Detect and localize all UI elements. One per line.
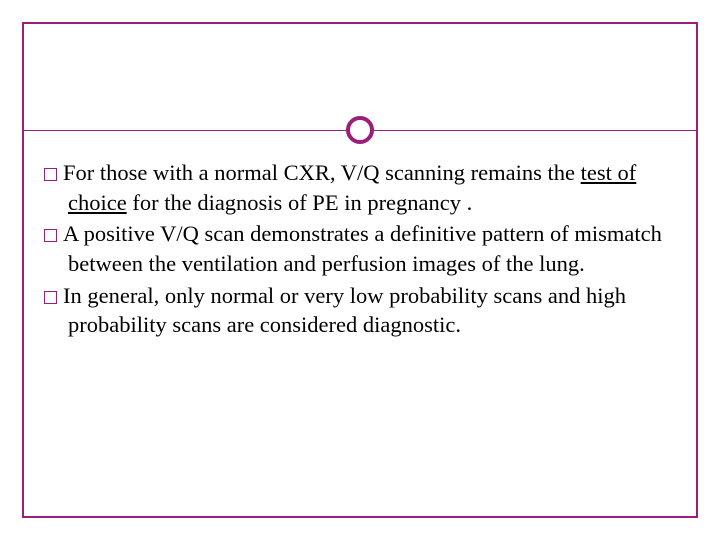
bullet-icon xyxy=(44,168,57,181)
slide: For those with a normal CXR, V/Q scannin… xyxy=(0,0,720,540)
list-item: A positive V/Q scan demonstrates a defin… xyxy=(44,219,676,278)
circle-ornament xyxy=(346,116,374,144)
bullet-text-prefix: For those with a normal CXR, V/Q scannin… xyxy=(63,160,581,185)
bullet-text-suffix: for the diagnosis of PE in pregnancy . xyxy=(127,190,473,215)
bullet-icon xyxy=(44,291,57,304)
list-item: In general, only normal or very low prob… xyxy=(44,281,676,340)
bullet-text-prefix: In general, only normal or very low prob… xyxy=(63,283,626,338)
bullet-text-prefix: A positive V/Q scan demonstrates a defin… xyxy=(63,221,662,276)
bullet-icon xyxy=(44,229,57,242)
list-item: For those with a normal CXR, V/Q scannin… xyxy=(44,158,676,217)
content-area: For those with a normal CXR, V/Q scannin… xyxy=(44,158,676,342)
